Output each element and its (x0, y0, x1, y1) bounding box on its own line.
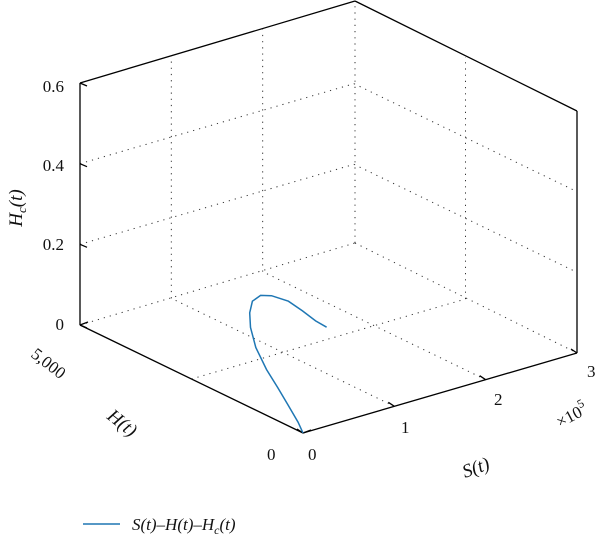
x-tick (387, 401, 395, 407)
box-edge (354, 0, 578, 112)
z-tick (79, 324, 88, 329)
grid (79, 1, 578, 407)
x-axis-multiplier: ×105 (551, 396, 591, 432)
y-axis-label: H(t) (102, 405, 141, 442)
axis-line-h (79, 324, 304, 434)
grid-line (79, 83, 355, 165)
z-tick-label: 0.2 (43, 235, 64, 254)
box-edge (79, 0, 356, 84)
z-tick-label: 0.4 (43, 156, 65, 175)
y-tick (79, 321, 89, 326)
grid-line (191, 298, 466, 380)
x-tick-label: 0 (308, 445, 317, 464)
x-tick (479, 375, 487, 381)
x-tick-label: 2 (494, 390, 503, 409)
y-tick-label: 0 (267, 445, 276, 464)
series-line (248, 294, 327, 434)
z-tick (79, 82, 88, 87)
x-axis-label: S(t) (460, 454, 493, 483)
curve-layer (248, 294, 327, 434)
z-tick-label: 0.6 (43, 77, 64, 96)
grid-line (262, 271, 486, 381)
axes-box (79, 0, 578, 434)
x-tick-label: 3 (587, 362, 596, 381)
grid-line (79, 163, 355, 245)
z-tick (79, 163, 88, 168)
z-tick (79, 243, 88, 248)
legend-label: S(t)–H(t)–Hc(t) (132, 515, 236, 537)
z-axis-label: Hc(t) (6, 189, 29, 227)
y-tick (302, 429, 312, 434)
grid-line (171, 297, 395, 407)
x-tick-label: 1 (401, 418, 410, 437)
z-tick-label: 0 (56, 315, 65, 334)
y-tick-label: 5,000 (28, 344, 70, 383)
x-tick (570, 348, 578, 354)
axis-line-s (302, 352, 578, 434)
grid-line (79, 242, 356, 326)
